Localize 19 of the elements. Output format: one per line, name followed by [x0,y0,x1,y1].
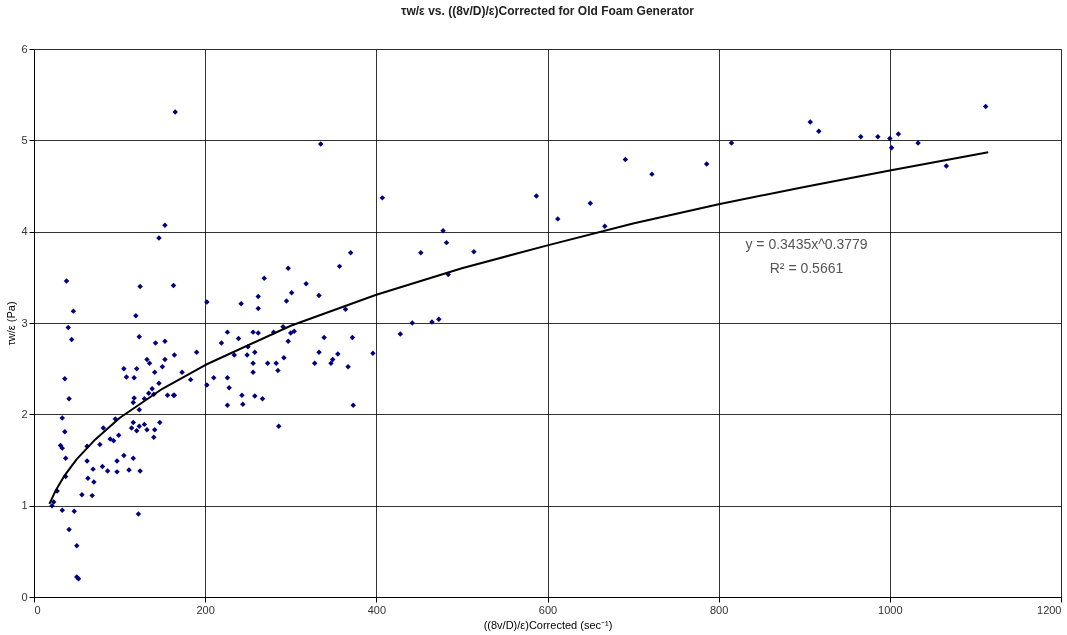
annotation: y = 0.3435x^0.3779 [745,236,868,252]
y-axis-title: τw/ε (Pa) [5,301,18,346]
x-tick-label: 0 [34,603,41,616]
y-tick-label: 4 [21,225,28,238]
y-tick-label: 1 [21,499,28,512]
x-tick-label: 1200 [1037,603,1062,616]
chart-title: τw/ε vs. ((8v/D)/ε)Corrected for Old Foam Generator [401,4,695,18]
annotation: R² = 0.5661 [769,260,844,276]
x-axis-title: ((8v/D)/ε)Corrected (sec⁻¹) [483,618,613,631]
x-tick-label: 600 [538,603,558,616]
x-tick-label: 200 [196,603,215,616]
x-tick-label: 400 [367,603,387,616]
y-tick-label: 2 [21,407,28,420]
y-tick-label: 0 [21,590,28,603]
x-tick-label: 1000 [878,603,903,616]
y-tick-label: 3 [21,316,28,329]
x-tick-label: 800 [709,603,729,616]
y-tick-label: 5 [21,133,28,146]
y-tick-label: 6 [21,42,28,55]
